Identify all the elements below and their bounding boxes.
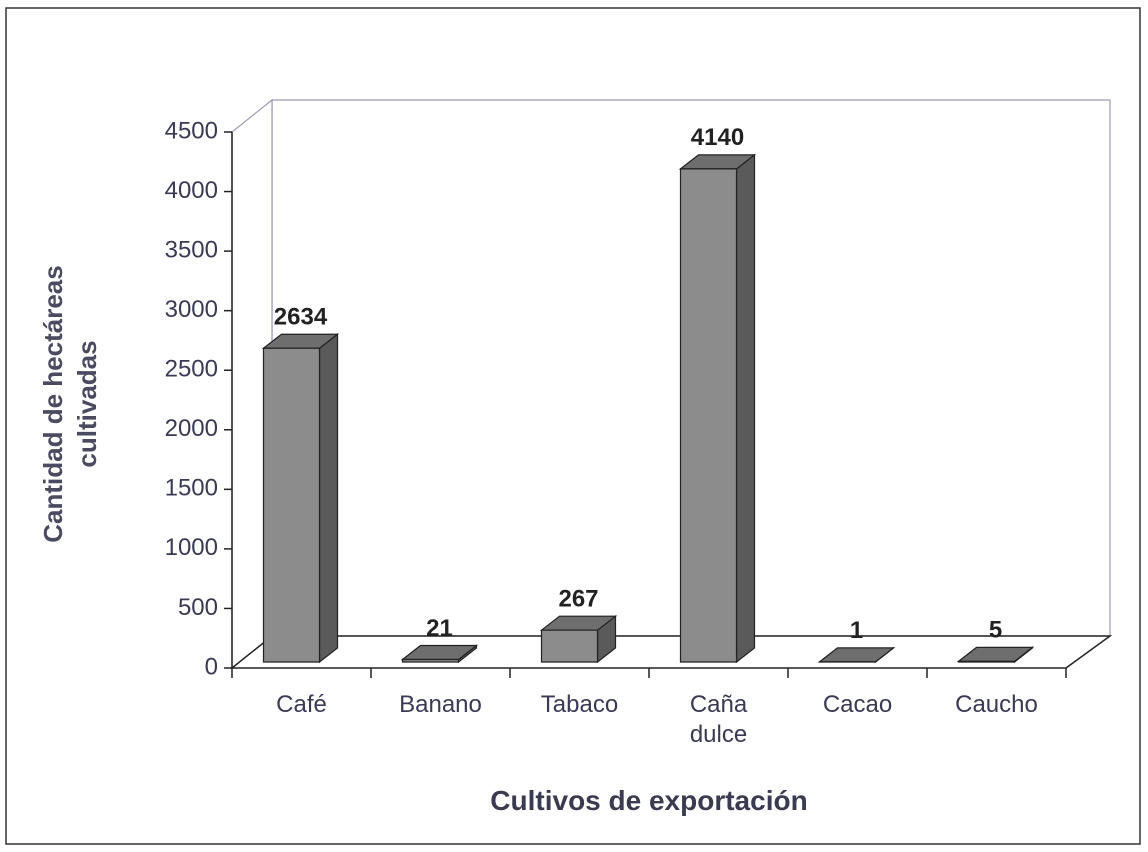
bar (261, 333, 340, 664)
bar-front (957, 660, 1016, 663)
x-axis-title: Cultivos de exportación (490, 785, 808, 816)
bar (400, 644, 479, 664)
bar-front (401, 658, 460, 663)
frame (5, 7, 1141, 845)
y-tick-label: 4000 (165, 177, 218, 204)
y-tick-label: 500 (178, 594, 218, 621)
y-axis-title: Cantidad de hectáreas cultivadas (38, 265, 102, 543)
bar (956, 646, 1035, 664)
bar-side (318, 333, 339, 664)
y-tick-label: 4500 (165, 117, 218, 144)
y-tick-label: 1500 (165, 475, 218, 502)
data-label: 21 (426, 615, 453, 642)
data-label: 2634 (274, 304, 328, 331)
bar-front (679, 168, 738, 663)
x-tick-label: Tabaco (540, 691, 619, 718)
y-tick-label: 3000 (165, 296, 218, 323)
y-tick-label: 0 (205, 653, 218, 680)
data-label: 5 (989, 617, 1002, 644)
bar (539, 614, 618, 664)
x-tick-label: Café (276, 691, 327, 718)
bar-front (540, 629, 599, 663)
y-tick-label: 1000 (165, 534, 218, 561)
data-label: 4140 (691, 124, 744, 151)
data-label: 1 (850, 617, 863, 644)
bar (678, 153, 757, 664)
x-tick-label: Cacao (822, 691, 893, 718)
x-tick-label: Caña dulce (689, 691, 748, 748)
y-tick-label: 2000 (165, 415, 218, 442)
x-tick-label: Caucho (955, 691, 1038, 718)
x-tick-label: Banano (399, 691, 482, 718)
data-label: 267 (558, 586, 598, 613)
bar-front (262, 347, 321, 663)
y-tick-label: 2500 (165, 356, 218, 383)
y-tick-label: 3500 (165, 236, 218, 263)
bar (817, 646, 896, 664)
bar-side (735, 153, 756, 664)
